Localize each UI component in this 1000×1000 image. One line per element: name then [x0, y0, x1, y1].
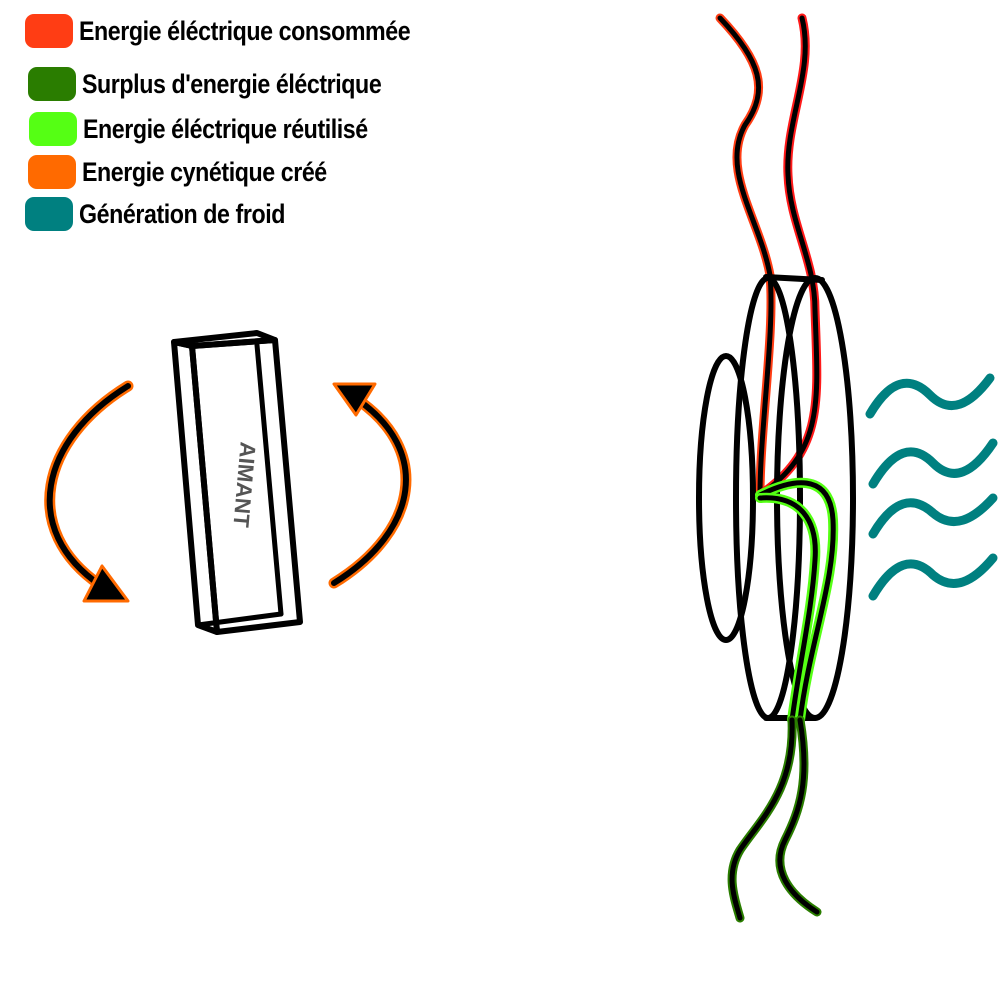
legend-item-reused: Energie éléctrique réutilisé: [29, 111, 414, 147]
coil-left-ring: [696, 353, 756, 643]
cold-wave-2: [868, 438, 998, 489]
magnet-inner-edge-right: [254, 342, 284, 617]
output-wires: [727, 715, 822, 923]
reused-wire-b-core: [757, 495, 818, 723]
legend-label-reused: Energie éléctrique réutilisé: [83, 113, 368, 144]
rotation-arrow-left: [44, 380, 134, 603]
magnet-inner-edge-bottom: [195, 611, 284, 628]
legend-item-kinetic: Energie cynétique créé: [28, 154, 367, 190]
legend-label-surplus: Surplus d'energie éléctrique: [82, 68, 382, 99]
reused-wire-a-core: [757, 480, 836, 723]
rotation-arrow-right-body: [331, 397, 409, 586]
legend-swatch-consumed: [25, 14, 73, 48]
input-wires: [715, 13, 822, 500]
cold-wave-1: [865, 373, 995, 419]
output-wire-left-core: [729, 717, 795, 921]
legend-label-consumed: Energie éléctrique consommée: [79, 15, 411, 46]
magnet: AIMANT: [171, 330, 303, 635]
output-wire-right-core: [777, 717, 820, 915]
input-wire-right-core: [757, 15, 820, 498]
legend-label-kinetic: Energie cynétique créé: [82, 156, 327, 187]
cold-waves: [865, 373, 998, 601]
legend-label-cold: Génération de froid: [79, 198, 285, 229]
rotation-arrow-left-body: [46, 383, 131, 588]
legend-swatch-kinetic: [28, 155, 76, 189]
coil-top-edge: [763, 274, 825, 283]
reused-wires: [755, 477, 839, 725]
rotation-arrow-right-head: [332, 382, 377, 417]
legend-swatch-reused: [29, 112, 77, 146]
legend-item-consumed: Energie éléctrique consommée: [25, 13, 464, 49]
magnet-top-face: [171, 330, 278, 349]
legend-item-surplus: Surplus d'energie éléctrique: [28, 66, 430, 102]
legend-swatch-cold: [25, 197, 73, 231]
legend-item-cold: Génération de froid: [25, 196, 319, 232]
input-wire-left-core: [717, 15, 774, 498]
cold-wave-3: [868, 493, 998, 539]
rotation-arrow-right: [328, 382, 412, 589]
legend-swatch-surplus: [28, 67, 76, 101]
cold-wave-4: [868, 553, 998, 601]
rotation-arrow-left-head: [82, 564, 130, 603]
